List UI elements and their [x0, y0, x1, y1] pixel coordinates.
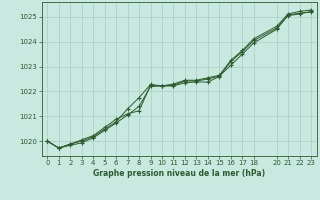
X-axis label: Graphe pression niveau de la mer (hPa): Graphe pression niveau de la mer (hPa)	[93, 169, 265, 178]
